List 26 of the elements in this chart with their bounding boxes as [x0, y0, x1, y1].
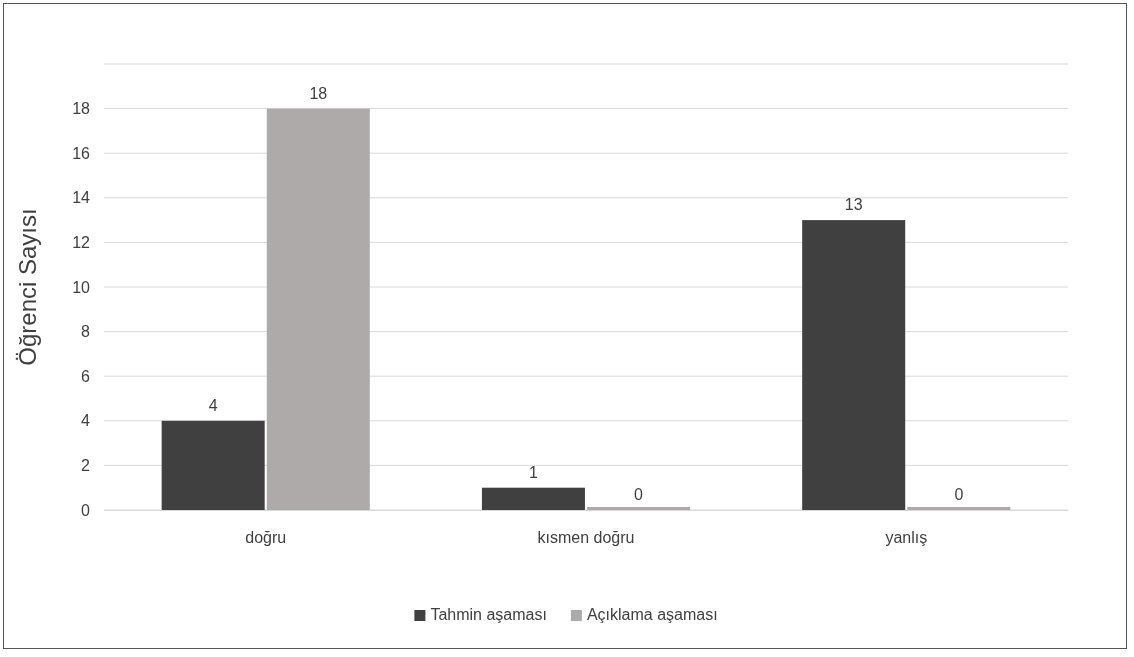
- data-label: 1: [528, 463, 538, 481]
- y-tick-label: 2: [81, 457, 91, 475]
- legend-label: Tahmin aşaması: [430, 606, 547, 623]
- x-tick-label: yanlış: [885, 529, 928, 547]
- legend-label: Açıklama aşaması: [586, 606, 718, 623]
- x-tick-label: kısmen doğru: [537, 529, 635, 547]
- bar: [481, 487, 585, 510]
- y-tick-label: 14: [72, 189, 91, 207]
- y-tick-label: 8: [81, 323, 91, 341]
- data-label: 13: [844, 196, 863, 214]
- data-label: 0: [634, 486, 644, 503]
- data-label: 4: [208, 396, 218, 414]
- bar: [802, 220, 906, 510]
- data-label: 18: [309, 84, 328, 102]
- y-tick-label: 18: [72, 100, 91, 118]
- x-tick-label: doğru: [245, 529, 287, 547]
- y-tick-label: 10: [72, 278, 91, 296]
- bar: [161, 420, 265, 510]
- y-tick-label: 0: [81, 501, 91, 519]
- y-tick-label: 6: [81, 367, 91, 385]
- y-tick-label: 16: [72, 144, 91, 162]
- data-label: 0: [954, 486, 964, 503]
- y-tick-label: 12: [72, 234, 91, 252]
- y-tick-label: 4: [81, 412, 91, 430]
- bar: [266, 108, 370, 510]
- y-axis-title: Öğrenci Sayısı: [14, 208, 41, 366]
